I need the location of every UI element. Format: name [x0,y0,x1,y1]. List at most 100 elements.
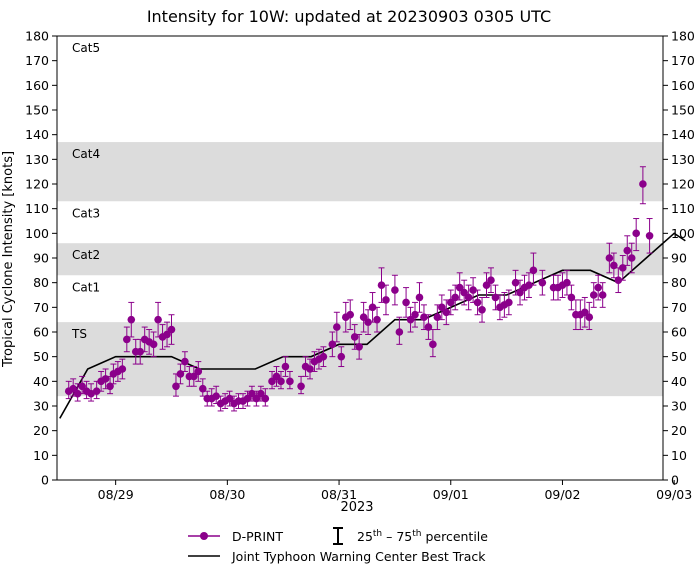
dprint-point [395,328,404,336]
legend-best-track-label: Joint Typhoon Warning Center Best Track [231,549,486,564]
y-tick-label-right: 160 [671,78,695,93]
dprint-point [172,382,180,391]
dprint-point [154,315,162,324]
y-tick-label-left: 170 [25,53,49,68]
dprint-point [73,389,82,398]
dprint-point [424,323,433,331]
dprint-point [243,394,252,403]
dprint-point [505,298,513,307]
dprint-point [433,313,442,322]
y-tick-label-left: 0 [41,473,49,488]
dprint-point [69,384,77,393]
dprint-point [446,298,455,307]
dprint-point [136,347,145,356]
dprint-point [346,310,355,319]
y-tick-label-right: 80 [671,275,687,290]
dprint-point [194,367,203,376]
y-tick-label-right: 100 [671,226,695,241]
dprint-point [149,340,158,349]
x-tick-label: 09/03 [656,487,692,502]
dprint-point [618,264,627,272]
dprint-point [373,315,381,324]
y-tick-label-left: 30 [33,399,49,414]
dprint-point [364,318,372,326]
dprint-point [411,310,419,319]
dprint-point [176,370,185,378]
category-label-cat2: Cat2 [72,248,100,262]
dprint-point [594,283,603,292]
dprint-point [281,362,290,371]
y-tick-label-left: 130 [25,152,49,167]
dprint-point [442,308,451,317]
dprint-point [78,382,86,391]
y-tick-label-right: 180 [671,29,695,44]
y-tick-label-right: 20 [671,423,687,438]
dprint-point [406,315,415,324]
x-tick-label: 09/01 [433,487,469,502]
dprint-point [101,375,110,383]
dprint-point [610,261,618,270]
dprint-point [581,308,589,317]
x-tick-label: 08/30 [209,487,245,502]
dprint-point [464,293,473,302]
dprint-point [333,323,341,331]
y-tick-label-left: 80 [33,275,49,290]
x-tick-label: 08/31 [321,487,357,502]
best-track-line [59,232,686,419]
dprint-point [328,340,337,349]
y-tick-label-left: 70 [33,300,49,315]
dprint-point [261,394,270,403]
chart-title: Intensity for 10W: updated at 20230903 0… [147,7,551,26]
category-label-cat4: Cat4 [72,147,100,161]
dprint-point [563,278,571,287]
y-tick-label-left: 100 [25,226,49,241]
dprint-point [277,377,285,386]
category-label-cat3: Cat3 [72,206,100,220]
dprint-point [451,293,460,302]
dprint-point [163,330,171,339]
dprint-point [252,394,261,403]
category-band-cat4 [57,142,663,202]
dprint-point [645,232,654,240]
y-tick-label-right: 140 [671,127,695,142]
dprint-point [525,281,533,289]
dprint-point [478,306,486,314]
y-tick-label-right: 50 [671,349,687,364]
dprint-point [306,365,314,373]
data-marks [59,166,686,419]
dprint-point [511,278,520,287]
dprint-point [529,266,538,275]
y-tick-label-left: 110 [25,201,49,216]
legend: D-PRINT 25th – 75th percentile Joint Typ… [188,527,488,564]
dprint-point [382,296,390,304]
dprint-point [639,180,647,188]
dprint-point [123,335,131,344]
dprint-point [460,288,468,297]
dprint-point [589,291,598,299]
dprint-point [420,313,428,322]
legend-dprint-label: D-PRINT [232,529,283,544]
y-tick-label-left: 40 [33,374,49,389]
y-tick-label-right: 170 [671,53,695,68]
legend-errorbar-icon [333,527,343,545]
dprint-point [469,286,477,294]
dprint-point [118,365,127,373]
y-axis-label: Tropical Cyclone Intensity [knots] [1,151,16,368]
dprint-point [167,325,176,334]
y-tick-label-left: 50 [33,349,49,364]
dprint-point [337,352,346,361]
y-tick-label-left: 160 [25,78,49,93]
category-label-cat5: Cat5 [72,41,100,55]
y-tick-label-left: 10 [33,448,49,463]
x-tick-label: 08/29 [98,487,134,502]
y-tick-label-right: 150 [671,103,695,118]
y-tick-label-right: 10 [671,448,687,463]
y-tick-label-right: 70 [671,300,687,315]
dprint-point [127,315,136,324]
dprint-point [402,298,410,307]
y-tick-label-right: 0 [671,473,679,488]
x-tick-label: 09/02 [544,487,580,502]
y-tick-label-right: 120 [671,177,695,192]
y-tick-label-left: 120 [25,177,49,192]
